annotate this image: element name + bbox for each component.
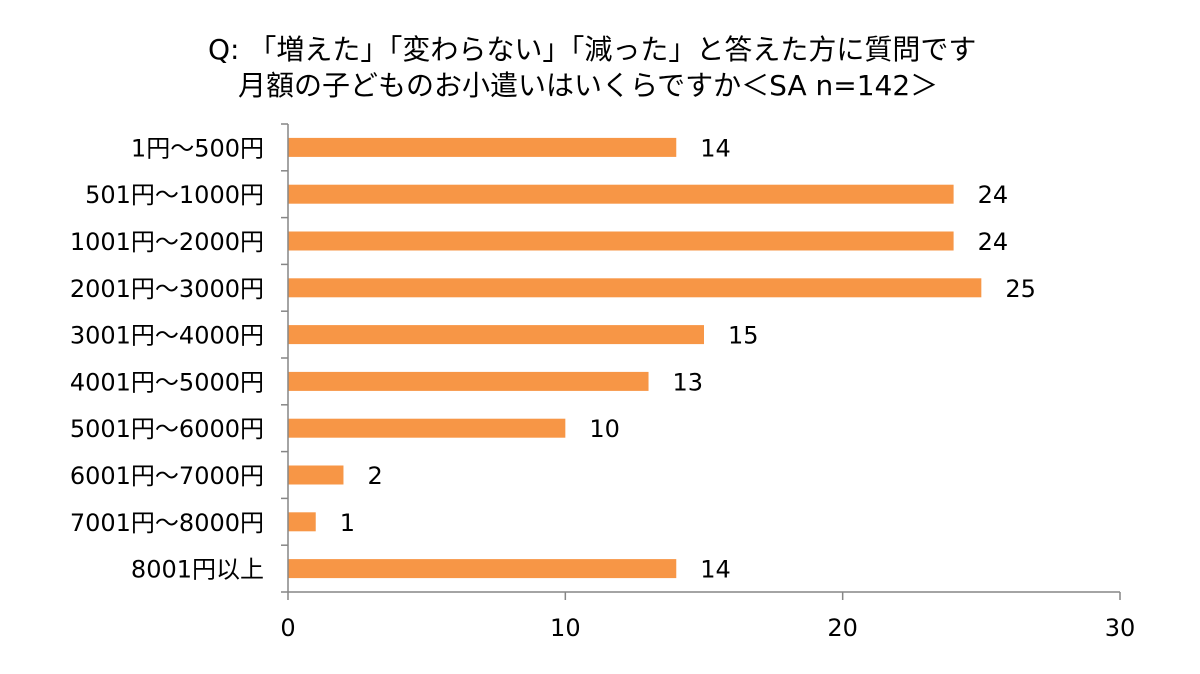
category-label: 7001円～8000円 — [70, 509, 264, 537]
bar — [288, 512, 316, 532]
bar — [288, 465, 344, 485]
category-label: 4001円～5000円 — [70, 368, 264, 396]
data-label: 24 — [978, 228, 1009, 256]
bar — [288, 418, 566, 438]
data-label: 15 — [728, 322, 759, 350]
bar — [288, 184, 954, 204]
category-label: 2001円～3000円 — [70, 275, 264, 303]
data-label: 1 — [340, 509, 355, 537]
data-label: 25 — [1005, 275, 1036, 303]
bar — [288, 559, 677, 579]
data-label: 14 — [700, 556, 731, 584]
chart-title-line-2: 月額の子どものお小遣いはいくらですか＜SA n=142＞ — [238, 69, 939, 102]
bar — [288, 231, 954, 251]
x-tick-label: 20 — [827, 614, 858, 642]
category-label: 1円～500円 — [131, 134, 264, 162]
bar — [288, 137, 677, 157]
bar — [288, 371, 649, 391]
category-label: 501円～1000円 — [85, 181, 264, 209]
category-label: 1001円～2000円 — [70, 228, 264, 256]
data-label: 2 — [367, 462, 382, 490]
x-tick-label: 30 — [1105, 614, 1136, 642]
category-label: 3001円～4000円 — [70, 322, 264, 350]
category-label: 6001円～7000円 — [70, 462, 264, 490]
data-label: 13 — [673, 368, 704, 396]
bar — [288, 325, 704, 345]
x-tick-label: 10 — [550, 614, 581, 642]
chart-title-line-1: Q: 「増えた」「変わらない」「減った」と答えた方に質問です — [208, 33, 977, 66]
x-tick-label: 0 — [280, 614, 295, 642]
category-label: 8001円以上 — [131, 556, 264, 584]
data-label: 10 — [589, 415, 620, 443]
data-label: 14 — [700, 134, 731, 162]
data-label: 24 — [978, 181, 1009, 209]
category-label: 5001円～6000円 — [70, 415, 264, 443]
bar — [288, 278, 982, 298]
